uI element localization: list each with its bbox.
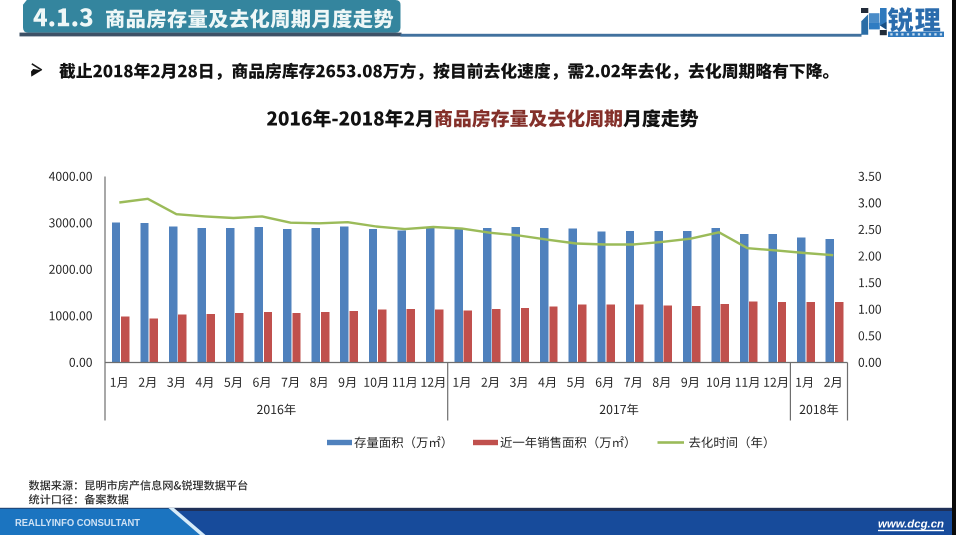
svg-text:REALLYINFO CONSULTANT: REALLYINFO CONSULTANT xyxy=(15,518,141,529)
svg-text:www.dcg.cn: www.dcg.cn xyxy=(878,519,944,531)
